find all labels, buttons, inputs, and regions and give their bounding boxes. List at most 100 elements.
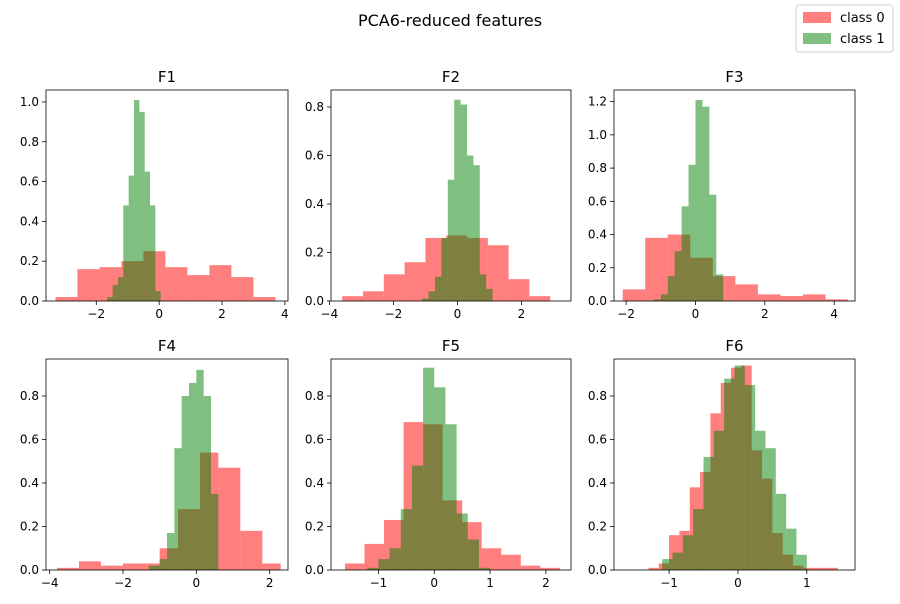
series-class-1 xyxy=(107,99,161,302)
axes-frame xyxy=(330,89,572,302)
subplot-title: F4 xyxy=(158,337,176,355)
histogram-bar xyxy=(824,567,838,570)
histogram-bar xyxy=(473,165,480,301)
histogram-bar xyxy=(218,467,241,570)
histogram-bar xyxy=(139,111,145,301)
x-tick-label: 0 xyxy=(692,307,700,321)
histogram-bar xyxy=(253,297,276,301)
histogram-bar xyxy=(445,424,457,570)
histogram-bar xyxy=(423,367,435,570)
histogram-bar xyxy=(57,567,79,570)
histogram-bar xyxy=(101,565,123,570)
histogram-bar xyxy=(667,276,675,301)
subplot-title: F6 xyxy=(725,337,743,355)
axes-frame xyxy=(613,358,856,571)
y-tick-label: 0.8 xyxy=(305,100,324,114)
histogram-bar xyxy=(155,291,161,301)
histogram-bar xyxy=(148,565,160,570)
x-tick-label: 2 xyxy=(518,307,526,321)
axes-frame xyxy=(45,89,289,302)
histogram-bar xyxy=(428,291,435,301)
y-tick-label: 0.0 xyxy=(20,563,39,577)
histogram-bar xyxy=(434,387,446,570)
histogram-bar xyxy=(674,251,682,301)
y-tick-label: 0.4 xyxy=(20,476,39,490)
series-class-1 xyxy=(653,99,724,302)
histogram-bar xyxy=(400,509,412,570)
histogram-bar xyxy=(159,559,167,570)
histogram-bar xyxy=(520,565,541,570)
x-tick-label: 1 xyxy=(803,576,811,590)
series-class-0 xyxy=(622,234,849,301)
histogram-bar xyxy=(134,99,140,302)
histogram-bar xyxy=(367,567,379,570)
x-tick-label: 0 xyxy=(155,307,163,321)
legend-swatch xyxy=(803,12,831,23)
histogram-bar xyxy=(765,448,776,570)
y-tick-label: 0.0 xyxy=(305,563,324,577)
x-tick-label: −1 xyxy=(660,576,678,590)
histogram-bar xyxy=(422,298,429,301)
histogram-bar xyxy=(672,552,683,570)
histogram-bar xyxy=(411,465,424,570)
histogram-bar xyxy=(796,554,807,570)
y-tick-label: 0.4 xyxy=(305,197,324,211)
x-tick-label: 0 xyxy=(734,576,742,590)
y-tick-label: 0.2 xyxy=(588,519,607,533)
histogram-bar xyxy=(775,493,787,570)
y-tick-label: 0.2 xyxy=(20,519,39,533)
histogram-bar xyxy=(813,567,825,570)
x-tick-label: 1 xyxy=(486,576,494,590)
x-tick-label: 0 xyxy=(193,576,201,590)
histogram-bar xyxy=(802,294,826,301)
x-tick-label: −2 xyxy=(385,307,403,321)
subplot-5: F5 −1 0 1 2 0.0 0.2 0.4 0.6 0.8 xyxy=(305,337,572,590)
histogram-bar xyxy=(165,267,188,301)
x-tick-label: −4 xyxy=(41,576,59,590)
histogram-bar xyxy=(803,567,814,570)
y-tick-label: 0.4 xyxy=(20,214,39,228)
y-tick-label: 0.0 xyxy=(588,563,607,577)
y-tick-label: 0.6 xyxy=(305,148,324,162)
histogram-bar xyxy=(196,369,204,570)
histogram-bar xyxy=(174,448,182,570)
histogram-bar xyxy=(231,277,254,301)
histogram-bar xyxy=(481,548,502,570)
histogram-bar xyxy=(669,535,680,570)
histogram-bar xyxy=(203,395,211,570)
y-tick-label: 0.8 xyxy=(588,161,607,175)
histogram-bar xyxy=(662,559,673,570)
histogram-bar xyxy=(187,275,210,301)
y-tick-label: 1.0 xyxy=(20,95,39,109)
histogram-bar xyxy=(645,237,668,301)
histogram-bar xyxy=(688,164,696,301)
histogram-bar xyxy=(734,365,745,570)
y-tick-label: 0.2 xyxy=(305,519,324,533)
histogram-bar xyxy=(456,513,468,570)
histogram-bar xyxy=(622,289,646,301)
axes-frame xyxy=(330,358,572,571)
legend-label: class 1 xyxy=(840,32,885,47)
series-class-1 xyxy=(148,369,219,570)
subplot-title: F2 xyxy=(442,68,460,86)
histogram-bar xyxy=(378,559,390,570)
histogram-bar xyxy=(478,567,491,570)
histogram-bar xyxy=(209,265,232,301)
histogram-bar xyxy=(454,99,461,302)
histogram-bar xyxy=(716,274,724,301)
histogram-bar xyxy=(117,277,124,301)
histogram-bar xyxy=(107,297,113,301)
histogram-bar xyxy=(479,274,487,301)
y-tick-label: 0.0 xyxy=(20,294,39,308)
series-class-0 xyxy=(55,251,276,301)
histogram-bar xyxy=(713,430,725,570)
y-tick-label: 0.6 xyxy=(20,175,39,189)
histogram-bar xyxy=(363,291,384,301)
histogram-bar xyxy=(240,530,263,570)
subplot-1: F1 −2 0 2 4 0.0 0.2 0.4 0.6 0.8 1.0 xyxy=(20,68,289,321)
x-tick-label: 2 xyxy=(542,576,550,590)
x-tick-label: −2 xyxy=(87,307,105,321)
histogram-bar xyxy=(709,194,717,301)
